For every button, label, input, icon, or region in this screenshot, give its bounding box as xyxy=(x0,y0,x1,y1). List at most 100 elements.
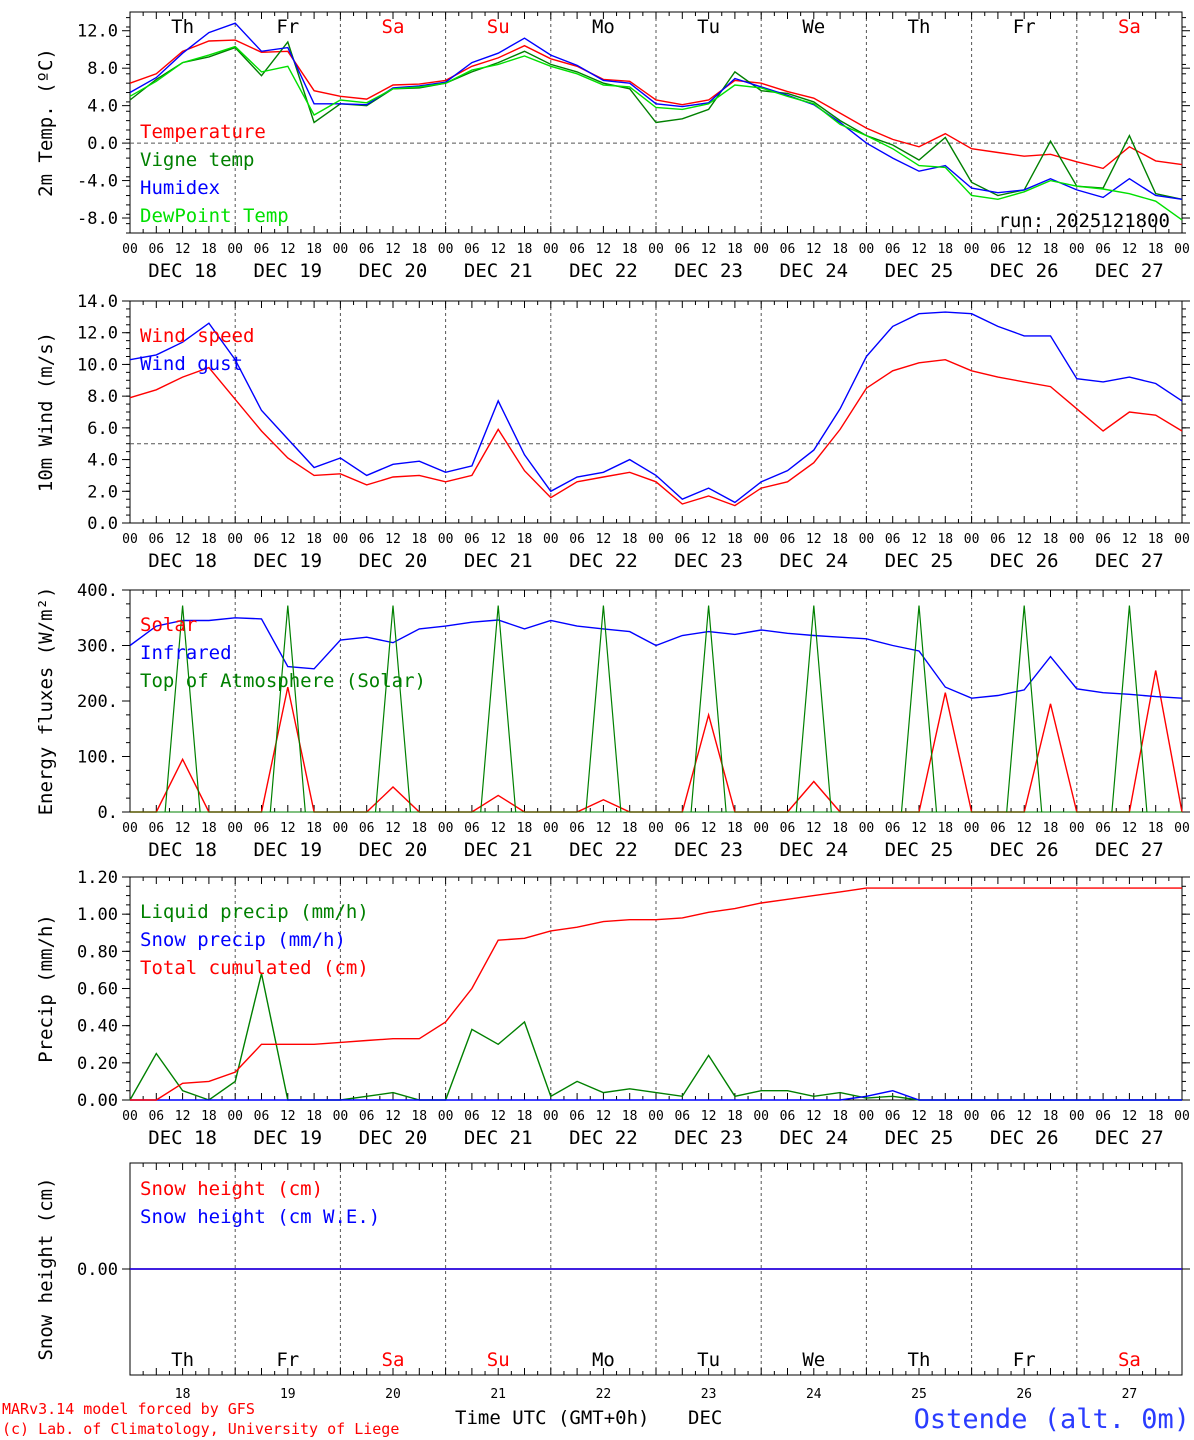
x-date-label: DEC 24 xyxy=(779,839,848,861)
x-date-label: DEC 27 xyxy=(1095,1127,1164,1149)
x-date-label: DEC 22 xyxy=(569,260,638,282)
x-hour-label: 06 xyxy=(464,532,480,547)
y-tick-label: 0.00 xyxy=(77,1091,118,1111)
x-date-label: DEC 22 xyxy=(569,1127,638,1149)
legend-entry: Wind gust xyxy=(140,353,243,375)
x-hour-label: 06 xyxy=(674,821,690,836)
x-hour-label: 06 xyxy=(359,821,375,836)
x-hour-label: 12 xyxy=(175,1109,191,1124)
x-date-label: DEC 19 xyxy=(253,260,322,282)
series-line xyxy=(164,605,201,813)
x-hour-label: 00 xyxy=(859,242,875,257)
y-tick-label: 0.00 xyxy=(77,1260,118,1280)
x-hour-label: 00 xyxy=(333,1109,349,1124)
y-tick-label: 0.80 xyxy=(77,942,118,962)
y-axis-title: Energy fluxes (W/m²) xyxy=(35,587,57,816)
x-date-label: DEC 27 xyxy=(1095,839,1164,861)
y-tick-label: 200. xyxy=(77,692,118,712)
x-hour-label: 06 xyxy=(359,1109,375,1124)
x-hour-label: 06 xyxy=(464,1109,480,1124)
weekday-label: Mo xyxy=(592,1349,615,1371)
weekday-label: Th xyxy=(171,16,194,38)
x-hour-label: 06 xyxy=(254,242,270,257)
x-hour-label: 18 xyxy=(411,532,427,547)
weekday-label: Fr xyxy=(1013,16,1036,38)
x-hour-label: 18 xyxy=(1043,532,1059,547)
x-hour-label: 18 xyxy=(832,1109,848,1124)
model-credit: MARv3.14 model forced by GFS xyxy=(2,1400,255,1418)
weekday-label: Sa xyxy=(1118,1349,1141,1371)
x-hour-label: 06 xyxy=(1095,532,1111,547)
x-hour-label: 00 xyxy=(333,242,349,257)
x-hour-label: 12 xyxy=(911,821,927,836)
x-hour-label: 06 xyxy=(148,532,164,547)
y-tick-label: 0.20 xyxy=(77,1054,118,1074)
x-hour-label: 12 xyxy=(911,1109,927,1124)
x-date-label: DEC 26 xyxy=(990,1127,1059,1149)
y-tick-label: 8.0 xyxy=(87,59,118,79)
x-date-label: DEC 20 xyxy=(359,839,428,861)
x-hour-label: 00 xyxy=(859,1109,875,1124)
legend-entry: Temperature xyxy=(140,121,266,143)
day-number-label: 21 xyxy=(490,1387,506,1402)
x-hour-label: 06 xyxy=(674,242,690,257)
day-number-label: 25 xyxy=(911,1387,927,1402)
legend-entry: Top of Atmosphere (Solar) xyxy=(140,670,426,692)
day-number-label: 26 xyxy=(1016,1387,1032,1402)
x-date-label: DEC 19 xyxy=(253,550,322,572)
x-hour-label: 06 xyxy=(885,532,901,547)
x-hour-label: 18 xyxy=(622,242,638,257)
y-axis-title: Precip (mm/h) xyxy=(35,914,57,1063)
x-hour-label: 18 xyxy=(411,242,427,257)
x-date-label: DEC 22 xyxy=(569,839,638,861)
legend-entry: Snow height (cm W.E.) xyxy=(140,1206,380,1228)
x-hour-label: 18 xyxy=(201,532,217,547)
x-date-label: DEC 22 xyxy=(569,550,638,572)
y-tick-label: -8.0 xyxy=(77,209,118,229)
x-hour-label: 12 xyxy=(806,532,822,547)
x-hour-label: 12 xyxy=(490,1109,506,1124)
x-hour-label: 18 xyxy=(832,242,848,257)
x-hour-label: 12 xyxy=(175,242,191,257)
x-hour-label: 12 xyxy=(596,242,612,257)
weekday-label: Mo xyxy=(592,16,615,38)
x-hour-label: 18 xyxy=(517,532,533,547)
x-date-label: DEC 27 xyxy=(1095,260,1164,282)
x-hour-label: 06 xyxy=(990,532,1006,547)
day-number-label: 19 xyxy=(280,1387,296,1402)
footer: MARv3.14 model forced by GFS (c) Lab. of… xyxy=(2,1400,1190,1438)
y-tick-label: 1.20 xyxy=(77,868,118,888)
x-hour-label: 18 xyxy=(1043,821,1059,836)
y-tick-label: 4.0 xyxy=(87,451,118,471)
x-date-label: DEC 24 xyxy=(779,260,848,282)
y-axis-title: Snow height (cm) xyxy=(35,1177,57,1360)
x-hour-label: 00 xyxy=(753,532,769,547)
x-hour-label: 18 xyxy=(937,1109,953,1124)
weekday-label: Sa xyxy=(382,16,405,38)
lab-credit: (c) Lab. of Climatology, University of L… xyxy=(2,1420,399,1438)
x-hour-label: 06 xyxy=(780,821,796,836)
station-name: Ostende (alt. 0m) xyxy=(914,1404,1190,1435)
x-date-label: DEC 27 xyxy=(1095,550,1164,572)
x-hour-label: 18 xyxy=(517,1109,533,1124)
x-hour-label: 06 xyxy=(569,532,585,547)
x-hour-label: 18 xyxy=(727,821,743,836)
x-date-label: DEC 23 xyxy=(674,260,743,282)
x-hour-label: 00 xyxy=(1069,821,1085,836)
x-hour-label: 00 xyxy=(1069,532,1085,547)
x-date-label: DEC 19 xyxy=(253,1127,322,1149)
weekday-label: Su xyxy=(487,16,510,38)
x-hour-label: 18 xyxy=(1043,1109,1059,1124)
x-hour-label: 12 xyxy=(385,1109,401,1124)
x-date-label: DEC 23 xyxy=(674,1127,743,1149)
x-hour-label: 06 xyxy=(359,242,375,257)
series-line xyxy=(129,311,1183,504)
x-hour-label: 18 xyxy=(832,821,848,836)
x-hour-label: 00 xyxy=(227,1109,243,1124)
x-hour-label: 12 xyxy=(175,532,191,547)
x-hour-label: 00 xyxy=(648,532,664,547)
y-tick-label: 100. xyxy=(77,748,118,768)
y-axis-title: 2m Temp. (ºC) xyxy=(35,48,57,197)
x-hour-label: 06 xyxy=(569,821,585,836)
y-tick-label: 14.0 xyxy=(77,292,118,312)
